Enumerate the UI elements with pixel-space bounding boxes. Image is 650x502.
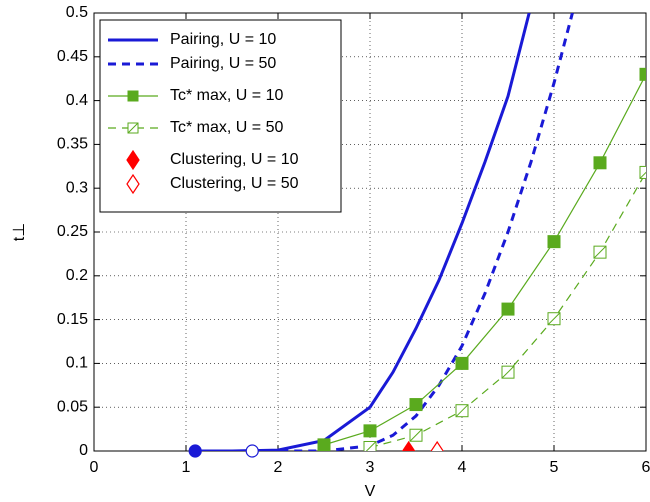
marker-detail [639,171,646,179]
marker-detail [547,312,561,326]
y-tick-label: 0.2 [66,267,88,284]
marker-detail [501,365,515,379]
x-axis-label: V [365,483,376,500]
legend-label: Tc* max, U = 50 [170,119,283,136]
marker [127,90,139,102]
legend-label: Pairing, U = 50 [170,55,276,72]
y-tick-label: 0.05 [57,398,88,415]
marker [401,440,416,451]
marker-detail [409,428,423,442]
marker [126,173,140,195]
marker [317,438,331,451]
x-tick-label: 2 [274,459,283,476]
marker-detail [127,122,139,134]
marker-detail [455,404,469,418]
marker [547,235,561,249]
marker [593,156,607,170]
marker [639,165,646,179]
legend-label: Clustering, U = 10 [170,151,299,168]
y-tick-label: 0 [79,442,88,459]
series-line [323,74,646,446]
marker [126,149,140,171]
y-tick-label: 0.25 [57,223,88,240]
marker [409,398,423,412]
marker-detail [593,245,607,259]
y-tick-label: 0.15 [57,311,88,328]
series-line [252,13,574,451]
y-tick-label: 0.1 [66,355,88,372]
x-tick-label: 4 [458,459,467,476]
x-tick-label: 3 [366,459,375,476]
y-tick-label: 0.45 [57,48,88,65]
legend-label: Pairing, U = 10 [170,31,276,48]
legend-label: Clustering, U = 50 [170,175,299,192]
x-tick-label: 0 [90,459,99,476]
legend-box [99,19,342,213]
marker [245,444,259,458]
plot-area [195,13,646,451]
y-tick-label: 0.4 [66,92,88,109]
y-tick-label: 0.3 [66,179,88,196]
marker [430,440,444,451]
x-tick-label: 6 [642,459,650,476]
y-tick-label: 0.5 [66,4,88,21]
x-tick-label: 1 [182,459,191,476]
legend-label: Tc* max, U = 10 [170,87,283,104]
x-tick-label: 5 [550,459,559,476]
marker [639,67,646,81]
marker [501,302,515,316]
marker-detail [365,441,377,451]
marker [188,444,202,458]
y-axis-label: t⊥ [11,223,28,241]
marker [363,440,377,451]
y-tick-label: 0.35 [57,136,88,153]
marker [363,424,377,438]
marker [455,356,469,370]
